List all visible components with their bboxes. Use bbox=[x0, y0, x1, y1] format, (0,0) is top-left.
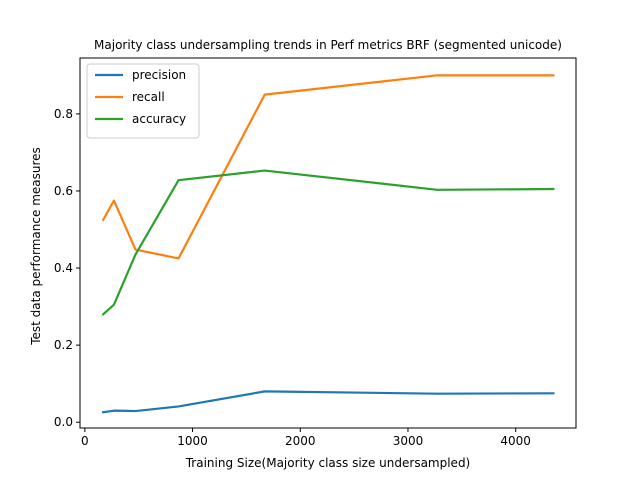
x-axis-label: Training Size(Majority class size unders… bbox=[185, 456, 471, 470]
y-tick-label: 0.4 bbox=[54, 261, 73, 275]
x-tick-label: 0 bbox=[81, 434, 89, 448]
legend-label-precision: precision bbox=[132, 68, 186, 82]
y-axis-label: Test data performance measures bbox=[29, 147, 43, 346]
x-tick-label: 4000 bbox=[500, 434, 531, 448]
x-tick-label: 1000 bbox=[177, 434, 208, 448]
series-line-recall bbox=[101, 74, 555, 260]
y-tick-label: 0.6 bbox=[54, 184, 73, 198]
y-tick-label: 0.0 bbox=[54, 415, 73, 429]
legend-label-recall: recall bbox=[132, 90, 165, 104]
x-tick-label: 3000 bbox=[393, 434, 424, 448]
axes-frame bbox=[79, 57, 577, 429]
x-tick-label: 2000 bbox=[285, 434, 316, 448]
legend: precision recall accuracy bbox=[86, 63, 200, 139]
y-tick-label: 0.8 bbox=[54, 107, 73, 121]
series-line-precision bbox=[101, 390, 555, 414]
series-line-accuracy bbox=[101, 169, 555, 316]
y-tick-label: 0.2 bbox=[54, 338, 73, 352]
plot-area: 0 1000 2000 3000 4000 0.0 0.2 0.4 0.6 0.8 bbox=[54, 57, 577, 448]
chart-title: Majority class undersampling trends in P… bbox=[94, 38, 562, 52]
legend-label-accuracy: accuracy bbox=[132, 112, 186, 126]
